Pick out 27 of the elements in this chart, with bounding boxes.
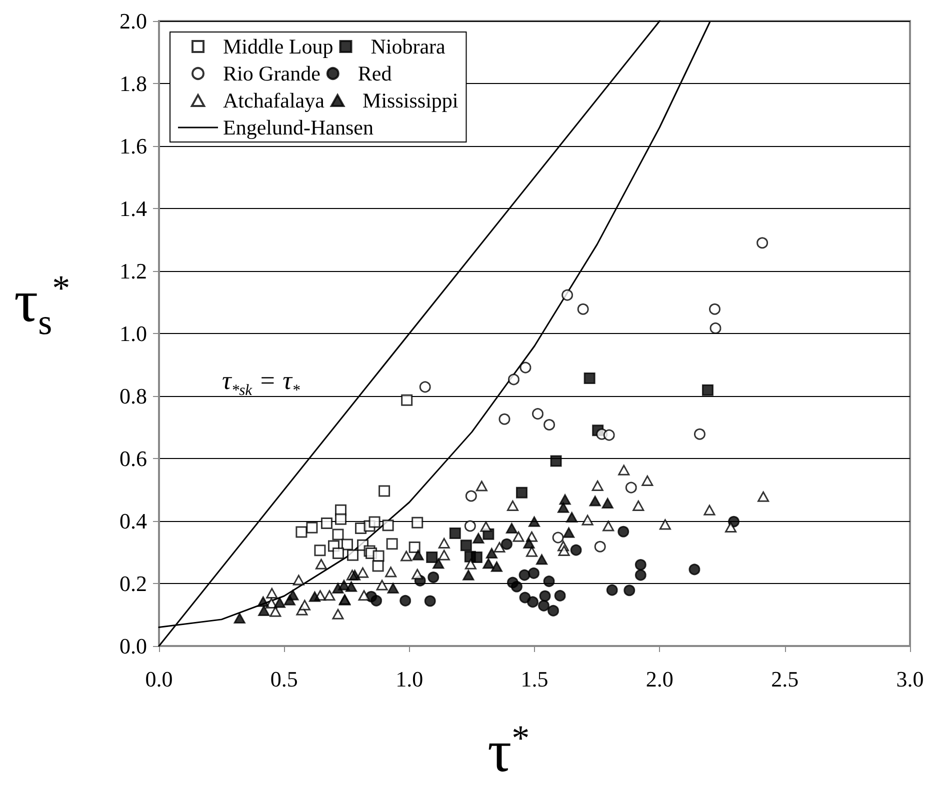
legend-label: Atchafalaya bbox=[223, 88, 326, 112]
x-tick-label: 2.0 bbox=[646, 666, 674, 692]
x-axis-title: τ$^{*}$ bbox=[486, 718, 531, 784]
y-tick-label: 0.0 bbox=[120, 634, 147, 658]
y-tick-label: 1.0 bbox=[120, 321, 147, 346]
legend-label: Red bbox=[358, 62, 392, 86]
annotation: τ$_{*sk}$ = τ$_{*}$ bbox=[222, 366, 300, 400]
y-tick-label: 1.8 bbox=[120, 71, 147, 96]
legend-label: Middle Loup bbox=[223, 34, 334, 58]
x-tick-label: 0.5 bbox=[270, 666, 298, 692]
x-tick-label: 1.5 bbox=[520, 666, 548, 692]
x-tick-label: 3.0 bbox=[896, 666, 924, 692]
legend-label: Niobrara bbox=[370, 34, 446, 58]
y-tick-label: 0.6 bbox=[120, 446, 147, 471]
legend-label: Mississippi bbox=[362, 88, 458, 112]
legend-label: Rio Grande bbox=[223, 62, 320, 86]
x-tick-label: 2.5 bbox=[771, 666, 799, 692]
legend-label: Engelund-Hansen bbox=[223, 116, 374, 140]
y-tick-label: 2.0 bbox=[120, 8, 147, 34]
x-tick-label: 0.0 bbox=[145, 666, 173, 692]
y-tick-label: 0.8 bbox=[120, 384, 147, 408]
y-tick-label: 0.2 bbox=[120, 571, 147, 596]
x-tick-label: 1.0 bbox=[396, 666, 424, 692]
y-tick-label: 1.6 bbox=[120, 134, 147, 158]
y-tick-label: 1.4 bbox=[120, 196, 147, 221]
y-tick-label: 0.4 bbox=[120, 508, 147, 534]
y-tick-label: 1.2 bbox=[120, 258, 147, 284]
